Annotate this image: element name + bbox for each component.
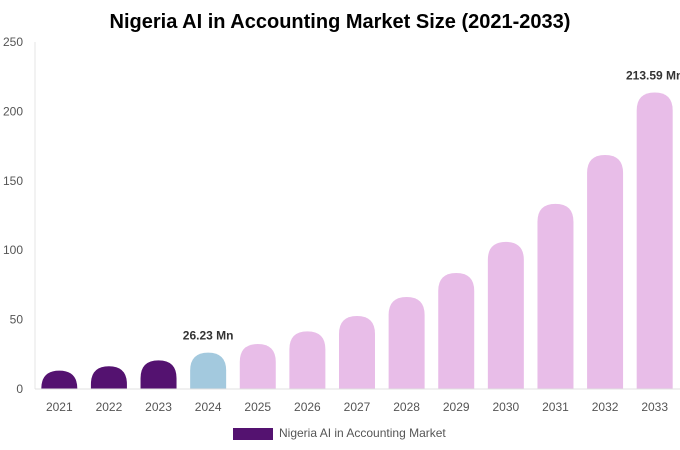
y-tick-label: 50 (10, 313, 24, 327)
bars (41, 92, 673, 389)
y-tick-label: 0 (16, 382, 23, 396)
bar-2021 (41, 370, 78, 389)
bar-2031 (537, 203, 574, 389)
bar-2026 (289, 331, 326, 389)
x-tick-label: 2032 (592, 400, 619, 414)
bar-2029 (438, 272, 475, 389)
x-tick-label: 2029 (443, 400, 470, 414)
bar-2025 (239, 344, 276, 389)
x-tick-label: 2023 (145, 400, 172, 414)
x-tick-label: 2024 (195, 400, 222, 414)
bar-2030 (487, 241, 524, 389)
chart-title: Nigeria AI in Accounting Market Size (20… (110, 11, 571, 33)
legend[interactable]: Nigeria AI in Accounting Market (233, 426, 446, 440)
x-tick-label: 2022 (96, 400, 123, 414)
data-label-2024: 26.23 Mn (183, 329, 234, 343)
x-tick-label: 2028 (393, 400, 420, 414)
y-tick-label: 200 (3, 104, 23, 118)
x-tick-label: 2030 (492, 400, 519, 414)
bar-2023 (140, 360, 177, 389)
x-tick-label: 2026 (294, 400, 321, 414)
legend-label: Nigeria AI in Accounting Market (279, 426, 446, 440)
bar-2032 (587, 154, 624, 389)
bar-2033 (636, 92, 673, 389)
y-tick-label: 150 (3, 174, 23, 188)
bar-2022 (90, 366, 127, 389)
x-tick-label: 2027 (344, 400, 371, 414)
x-tick-label: 2031 (542, 400, 569, 414)
x-tick-label: 2025 (244, 400, 271, 414)
bar-2027 (339, 315, 375, 389)
y-tick-label: 100 (3, 243, 23, 257)
bar-2024 (190, 352, 227, 389)
x-tick-label: 2021 (46, 400, 73, 414)
y-tick-label: 250 (3, 35, 23, 49)
legend-swatch (233, 428, 273, 440)
x-axis: 2021 2022 2023 2024 2025 2026 2027 2028 2029 2030… (35, 388, 680, 414)
data-label-2033: 213.59 Mn (626, 69, 680, 83)
bar-2028 (388, 296, 425, 389)
y-axis: 0 50 100 150 200 250 (3, 35, 36, 396)
data-labels: 26.23 Mn 213.59 Mn (183, 69, 680, 343)
x-tick-label: 2033 (641, 400, 668, 414)
